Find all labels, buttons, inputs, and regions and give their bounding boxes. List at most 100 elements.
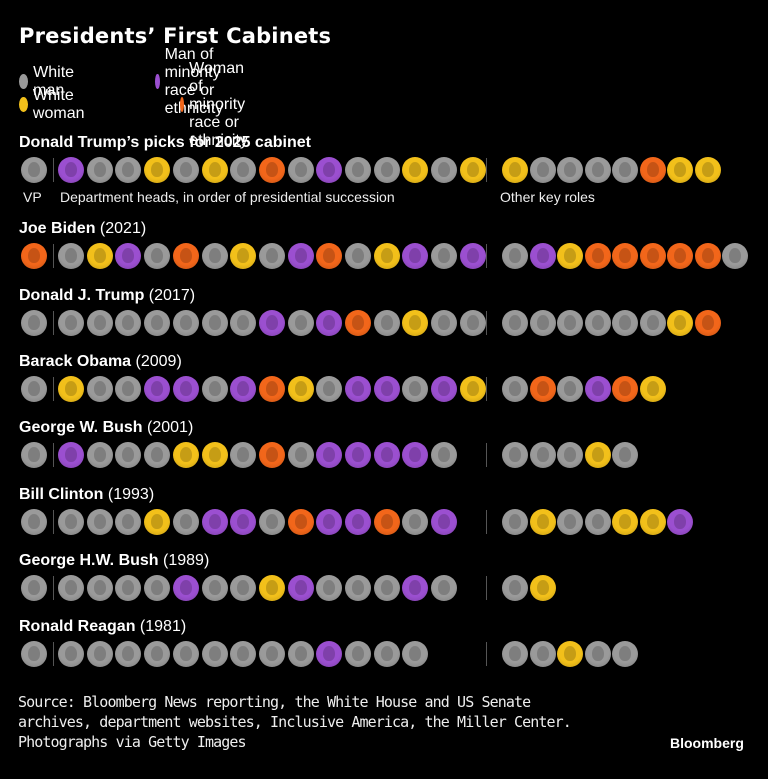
department-head-portrait-icon <box>230 641 257 667</box>
president-title: Ronald Reagan (1981) <box>19 618 186 636</box>
other-role-portrait-icon <box>584 641 611 667</box>
other-role-portrait-icon <box>639 310 666 336</box>
minority-man-swatch-icon <box>155 74 160 89</box>
department-head-portrait-icon <box>258 442 285 468</box>
department-head-portrait-icon <box>345 243 371 269</box>
department-head-portrait-icon <box>144 509 171 535</box>
department-head-portrait-icon <box>144 376 171 402</box>
department-head-portrait-icon <box>431 509 458 535</box>
department-head-portrait-icon <box>86 509 113 535</box>
other-role-portrait-icon <box>557 376 583 402</box>
other-role-portrait-icon <box>584 157 611 183</box>
department-head-portrait-icon <box>345 575 371 601</box>
department-head-portrait-icon <box>316 157 343 183</box>
source-note: Source: Bloomberg News reporting, the Wh… <box>18 692 572 752</box>
bloomberg-logo: Bloomberg <box>670 735 744 751</box>
other-role-portrait-icon <box>667 243 693 269</box>
president-name: Ronald Reagan <box>19 618 136 635</box>
other-role-portrait-icon <box>502 575 528 601</box>
president-name: Joe Biden <box>19 220 96 237</box>
cabinet-members <box>0 575 768 603</box>
vp-divider <box>53 443 54 467</box>
department-head-portrait-icon <box>58 243 84 269</box>
department-head-portrait-icon <box>373 310 400 336</box>
legend-item-minority-man: Man of minority race or ethnicity <box>155 46 234 117</box>
white-man-swatch-icon <box>19 74 29 89</box>
cabinet-members <box>0 376 768 404</box>
legend-label: Man of minority race or ethnicity <box>164 45 224 117</box>
department-head-portrait-icon <box>287 310 314 336</box>
department-head-portrait-icon <box>115 376 142 402</box>
vp-portrait-icon <box>21 310 47 336</box>
cabinet-year: (2001) <box>147 419 194 436</box>
department-head-portrait-icon <box>431 157 458 183</box>
other-role-portrait-icon <box>722 243 748 269</box>
other-role-portrait-icon <box>639 509 666 535</box>
department-head-portrait-icon <box>58 310 84 336</box>
other-roles-divider <box>486 443 487 467</box>
department-head-portrait-icon <box>172 575 199 601</box>
department-head-portrait-icon <box>172 243 199 269</box>
department-head-portrait-icon <box>316 310 343 336</box>
other-role-portrait-icon <box>557 442 583 468</box>
department-head-portrait-icon <box>402 575 429 601</box>
vp-portrait-icon <box>21 509 47 535</box>
department-head-portrait-icon <box>115 243 142 269</box>
vp-divider <box>53 244 54 268</box>
department-head-portrait-icon <box>402 641 429 667</box>
department-head-portrait-icon <box>459 310 486 336</box>
department-head-portrait-icon <box>230 243 257 269</box>
other-role-portrait-icon <box>502 243 528 269</box>
other-role-portrait-icon <box>557 157 583 183</box>
department-head-portrait-icon <box>201 575 228 601</box>
department-head-portrait-icon <box>86 157 113 183</box>
department-head-portrait-icon <box>172 376 199 402</box>
vp-portrait-icon <box>21 157 47 183</box>
department-head-portrait-icon <box>144 442 171 468</box>
vp-portrait-icon <box>21 641 47 667</box>
other-role-portrait-icon <box>529 442 556 468</box>
department-head-portrait-icon <box>86 310 113 336</box>
other-role-portrait-icon <box>667 509 693 535</box>
other-role-portrait-icon <box>612 376 638 402</box>
legend-label: White woman <box>32 86 85 122</box>
department-head-portrait-icon <box>402 310 429 336</box>
department-head-portrait-icon <box>431 243 458 269</box>
other-role-portrait-icon <box>529 509 556 535</box>
department-head-portrait-icon <box>86 376 113 402</box>
department-head-portrait-icon <box>201 376 228 402</box>
department-head-portrait-icon <box>230 509 257 535</box>
other-role-portrait-icon <box>557 509 583 535</box>
vp-portrait-icon <box>21 376 47 402</box>
department-head-portrait-icon <box>86 442 113 468</box>
department-head-portrait-icon <box>258 509 285 535</box>
source-line: Source: Bloomberg News reporting, the Wh… <box>18 693 531 711</box>
department-head-portrait-icon <box>345 376 371 402</box>
department-head-portrait-icon <box>230 157 257 183</box>
legend-item-minority-woman: Woman of minority race or ethnicity <box>180 60 259 149</box>
other-role-portrait-icon <box>557 310 583 336</box>
department-head-portrait-icon <box>373 243 400 269</box>
department-head-portrait-icon <box>115 641 142 667</box>
department-head-portrait-icon <box>115 157 142 183</box>
department-head-portrait-icon <box>258 157 285 183</box>
other-role-portrait-icon <box>529 157 556 183</box>
department-head-portrait-icon <box>201 509 228 535</box>
other-role-portrait-icon <box>529 641 556 667</box>
minority-woman-swatch-icon <box>180 97 185 112</box>
other-role-portrait-icon <box>612 641 638 667</box>
vp-portrait-icon <box>21 575 47 601</box>
cabinet-members <box>0 509 768 537</box>
department-head-portrait-icon <box>373 157 400 183</box>
other-role-portrait-icon <box>639 376 666 402</box>
vp-portrait-icon <box>21 442 47 468</box>
president-title: Joe Biden (2021) <box>19 220 146 238</box>
other-role-portrait-icon <box>584 442 611 468</box>
cabinet-year: (2017) <box>148 287 196 304</box>
president-title: George H.W. Bush (1989) <box>19 552 209 570</box>
department-head-portrait-icon <box>345 442 371 468</box>
department-head-portrait-icon <box>144 575 171 601</box>
other-role-portrait-icon <box>612 157 638 183</box>
department-head-portrait-icon <box>115 442 142 468</box>
other-role-portrait-icon <box>529 376 556 402</box>
